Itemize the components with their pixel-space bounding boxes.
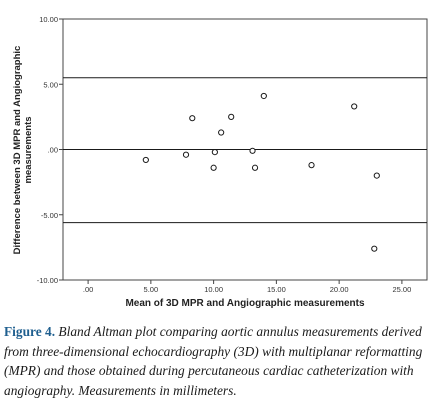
data-point: [308, 162, 315, 169]
data-point: [182, 151, 190, 158]
chart-svg: 10.00 5.00 .00 -5.00 -10.00 .00 5.00 10.00 15.0…: [12, 15, 428, 309]
figure-caption-label: Figure 4.: [4, 324, 56, 339]
data-point: [351, 103, 358, 110]
data-point: [210, 164, 217, 171]
y-tick-label: .00: [48, 146, 58, 155]
bland-altman-chart: 10.00 5.00 .00 -5.00 -10.00 .00 5.00 10.00 15.0…: [12, 15, 428, 309]
data-point: [260, 92, 267, 100]
y-axis-label-group: Difference between 3D MPR and Angiograph…: [12, 46, 34, 255]
data-point: [218, 129, 225, 136]
figure-caption-text: Bland Altman plot comparing aortic annul…: [4, 324, 423, 398]
y-tick-label: 5.00: [43, 80, 58, 89]
data-point: [211, 149, 218, 156]
data-point: [228, 113, 235, 120]
y-axis-label-line-2: measurements: [23, 116, 34, 183]
data-point: [249, 147, 256, 154]
y-tick-label: -5.00: [41, 211, 58, 220]
data-point: [371, 245, 378, 252]
x-tick-label: 25.00: [393, 285, 412, 294]
data-point: [189, 115, 196, 122]
x-tick-label: 10.00: [204, 285, 223, 294]
data-point: [373, 172, 380, 179]
x-axis-ticks: .00 5.00 10.00 15.00 20.00 25.00: [83, 280, 411, 294]
data-points: [142, 92, 380, 252]
data-point: [251, 164, 259, 171]
y-tick-label: 10.00: [39, 15, 58, 24]
x-tick-label: .00: [83, 285, 93, 294]
reference-lines: [63, 77, 427, 224]
x-tick-label: 20.00: [330, 285, 349, 294]
x-tick-label: 15.00: [267, 285, 286, 294]
y-axis-ticks: 10.00 5.00 .00 -5.00 -10.00: [37, 15, 63, 285]
y-axis-label-line-1: Difference between 3D MPR and Angiograph…: [12, 46, 23, 255]
x-axis-label: Mean of 3D MPR and Angiographic measurem…: [125, 298, 365, 309]
figure-caption: Figure 4. Bland Altman plot comparing ao…: [4, 322, 434, 400]
y-tick-label: -10.00: [37, 276, 58, 285]
data-point: [142, 156, 149, 164]
x-tick-label: 5.00: [144, 285, 159, 294]
